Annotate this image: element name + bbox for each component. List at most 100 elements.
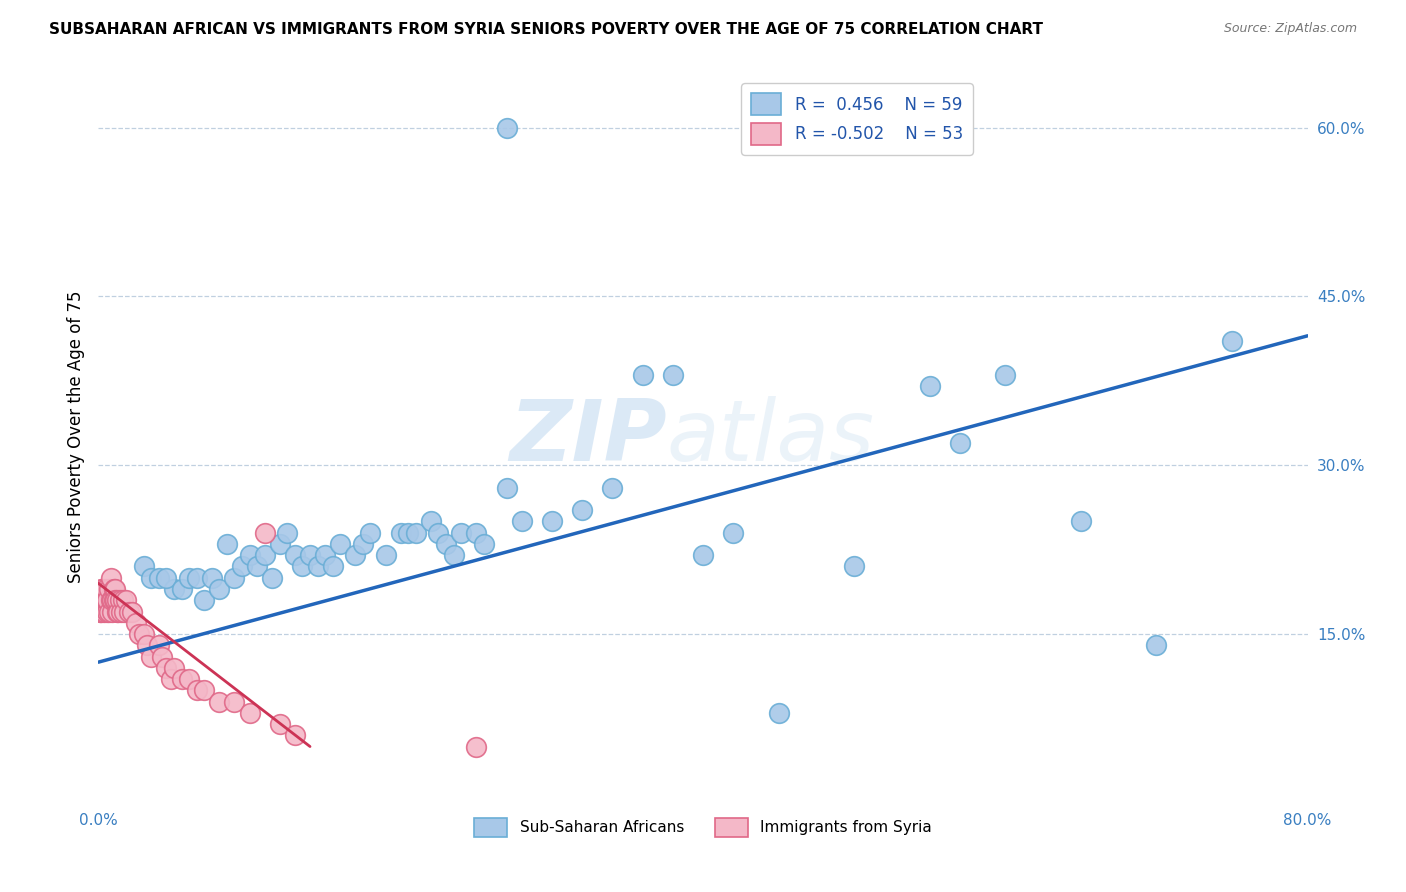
Point: [104, 582, 127, 596]
Point: [186, 571, 208, 585]
Point: [98, 582, 121, 596]
Point: [314, 548, 336, 562]
Point: [90, 582, 112, 596]
Point: [163, 582, 186, 596]
Point: [89, 593, 111, 607]
Point: [94, 582, 117, 596]
Point: [540, 515, 562, 529]
Point: [396, 525, 419, 540]
Text: SUBSAHARAN AFRICAN VS IMMIGRANTS FROM SYRIA SENIORS POVERTY OVER THE AGE OF 75 C: SUBSAHARAN AFRICAN VS IMMIGRANTS FROM SY…: [49, 22, 1043, 37]
Point: [661, 368, 683, 383]
Point: [101, 593, 124, 607]
Point: [201, 571, 224, 585]
Point: [768, 706, 790, 720]
Point: [170, 672, 193, 686]
Point: [253, 525, 276, 540]
Point: [90, 605, 112, 619]
Point: [105, 593, 128, 607]
Point: [465, 525, 488, 540]
Text: atlas: atlas: [666, 395, 875, 479]
Point: [231, 559, 253, 574]
Point: [269, 717, 291, 731]
Point: [163, 661, 186, 675]
Point: [224, 571, 246, 585]
Point: [631, 368, 654, 383]
Point: [105, 605, 128, 619]
Point: [949, 435, 972, 450]
Point: [150, 649, 173, 664]
Point: [299, 548, 322, 562]
Point: [103, 593, 125, 607]
Point: [269, 537, 291, 551]
Point: [602, 481, 624, 495]
Point: [96, 593, 118, 607]
Point: [96, 605, 118, 619]
Point: [93, 593, 115, 607]
Legend: Sub-Saharan Africans, Immigrants from Syria: Sub-Saharan Africans, Immigrants from Sy…: [468, 812, 938, 843]
Point: [94, 593, 117, 607]
Point: [128, 627, 150, 641]
Text: ZIP: ZIP: [509, 395, 666, 479]
Point: [93, 605, 115, 619]
Point: [723, 525, 745, 540]
Point: [91, 582, 114, 596]
Text: Source: ZipAtlas.com: Source: ZipAtlas.com: [1223, 22, 1357, 36]
Point: [170, 582, 193, 596]
Point: [160, 672, 183, 686]
Point: [100, 593, 122, 607]
Point: [307, 559, 329, 574]
Y-axis label: Seniors Poverty Over the Age of 75: Seniors Poverty Over the Age of 75: [66, 291, 84, 583]
Point: [571, 503, 593, 517]
Point: [111, 593, 134, 607]
Point: [132, 627, 155, 641]
Point: [98, 605, 121, 619]
Point: [276, 525, 298, 540]
Point: [215, 537, 238, 551]
Point: [405, 525, 427, 540]
Point: [104, 593, 127, 607]
Point: [125, 615, 148, 630]
Point: [239, 548, 262, 562]
Point: [107, 605, 129, 619]
Point: [427, 525, 450, 540]
Point: [141, 571, 163, 585]
Point: [284, 728, 307, 742]
Point: [360, 525, 382, 540]
Point: [239, 706, 262, 720]
Point: [1144, 638, 1167, 652]
Point: [112, 605, 135, 619]
Point: [495, 481, 517, 495]
Point: [108, 593, 131, 607]
Point: [91, 593, 114, 607]
Point: [193, 683, 215, 698]
Point: [918, 379, 941, 393]
Point: [291, 559, 314, 574]
Point: [100, 571, 122, 585]
Point: [844, 559, 866, 574]
Point: [465, 739, 488, 754]
Point: [148, 571, 170, 585]
Point: [208, 694, 231, 708]
Point: [994, 368, 1017, 383]
Point: [246, 559, 269, 574]
Point: [344, 548, 367, 562]
Point: [443, 548, 465, 562]
Point: [186, 683, 208, 698]
Point: [132, 559, 155, 574]
Point: [135, 638, 157, 652]
Point: [141, 649, 163, 664]
Point: [389, 525, 412, 540]
Point: [434, 537, 457, 551]
Point: [495, 120, 517, 135]
Point: [510, 515, 533, 529]
Point: [352, 537, 374, 551]
Point: [450, 525, 472, 540]
Point: [420, 515, 443, 529]
Point: [262, 571, 284, 585]
Point: [472, 537, 495, 551]
Point: [101, 605, 124, 619]
Point: [329, 537, 352, 551]
Point: [89, 605, 111, 619]
Point: [103, 582, 125, 596]
Point: [114, 593, 136, 607]
